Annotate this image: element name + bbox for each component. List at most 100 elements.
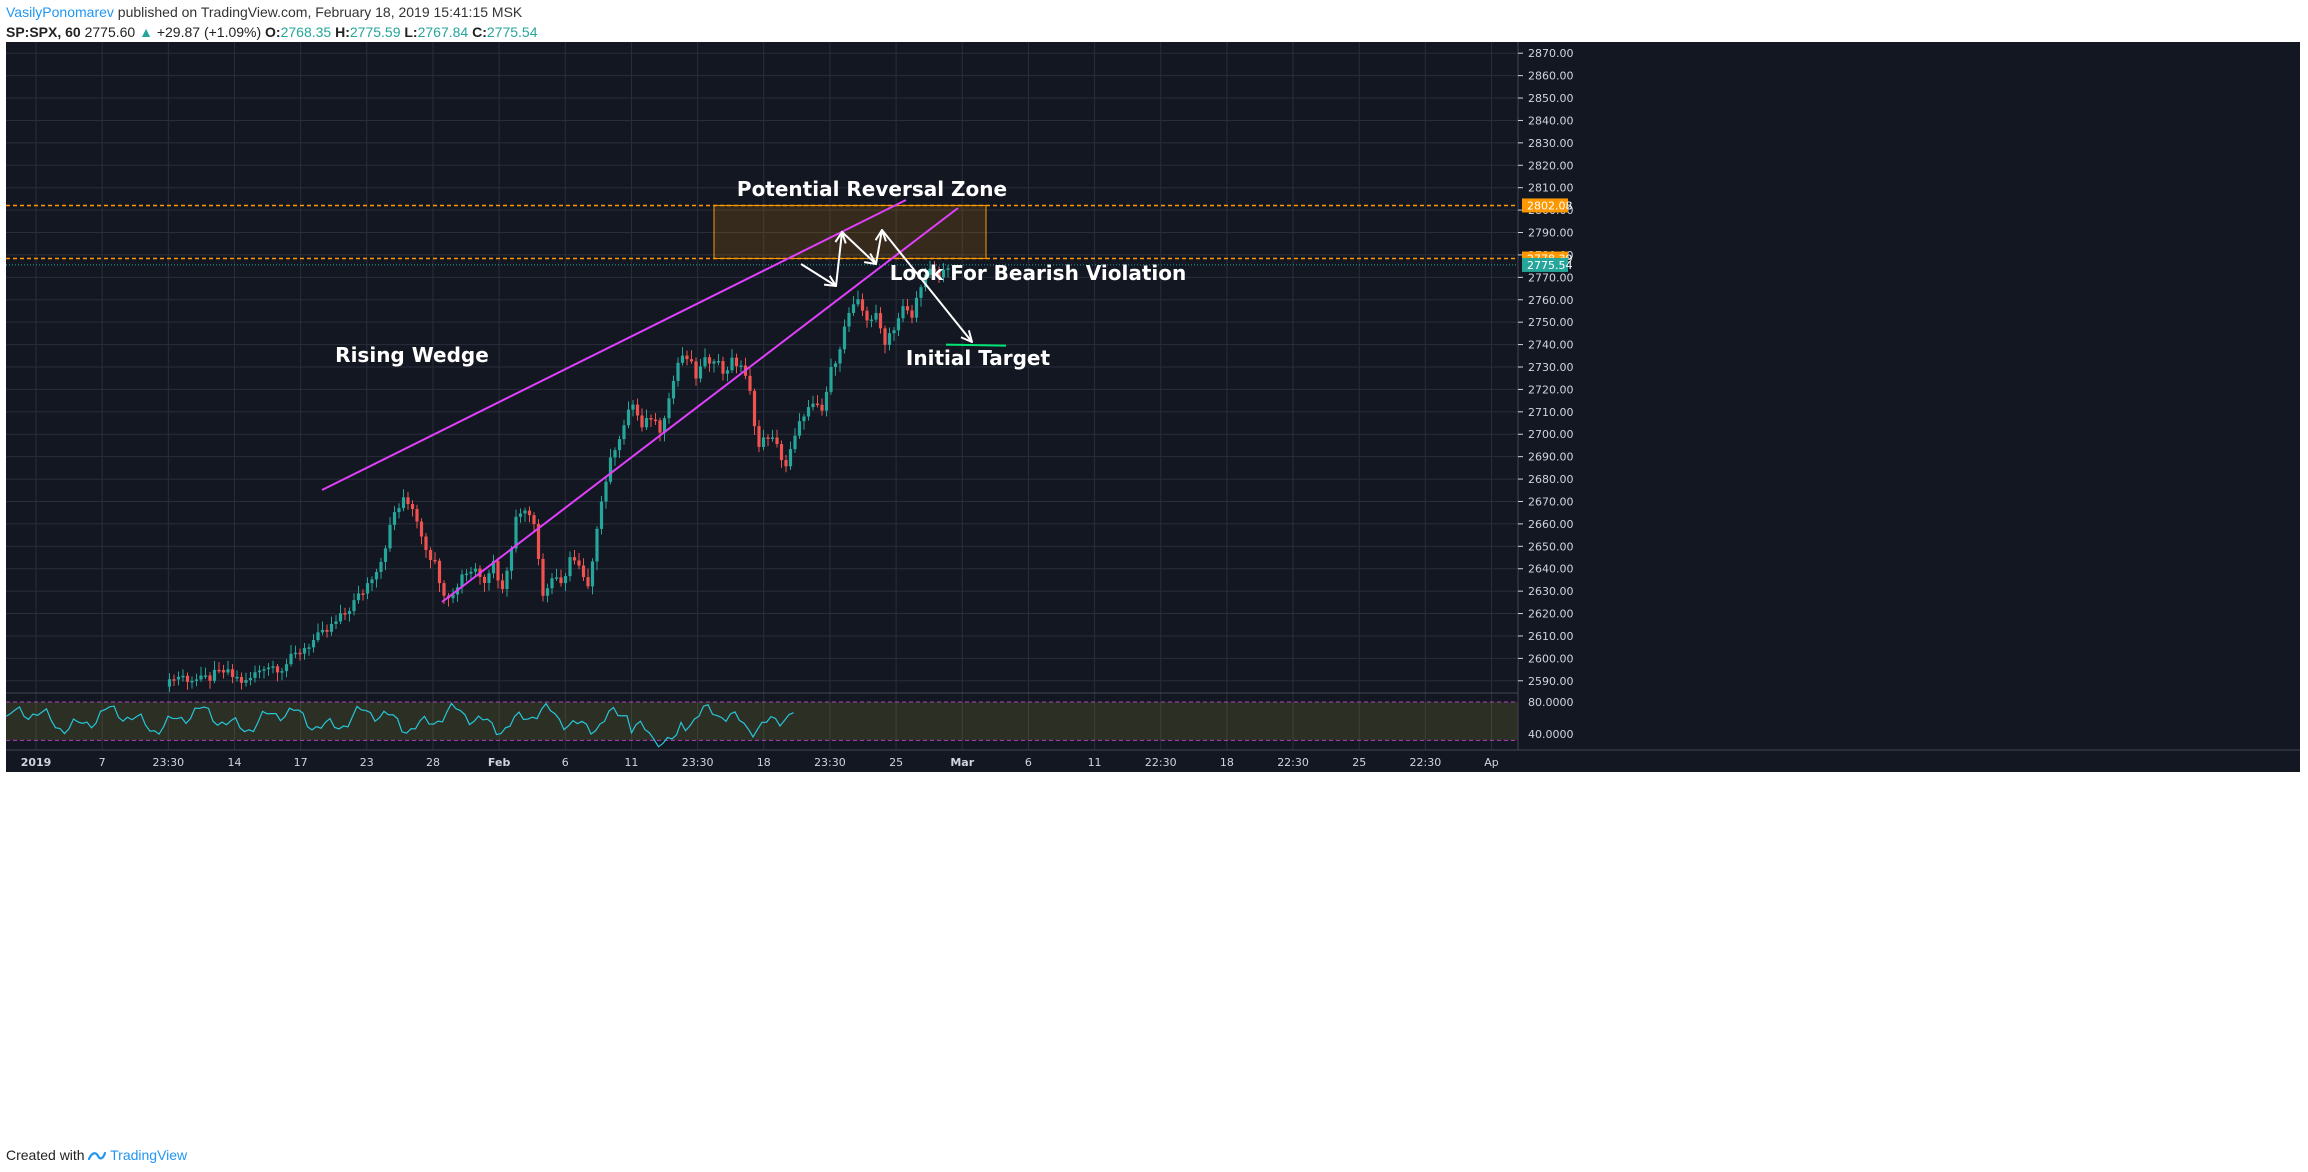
change-arrow-icon: ▲ <box>139 24 153 40</box>
price-tick-label: 2760.00 <box>1528 294 1574 307</box>
candle-body <box>563 576 568 584</box>
rising-wedge-label: Rising Wedge <box>335 343 489 367</box>
candle-body <box>365 583 370 594</box>
price-tick-label: 2870.00 <box>1528 47 1574 60</box>
candle-body <box>167 679 172 687</box>
candle-body <box>230 669 235 678</box>
candle-body <box>509 548 514 571</box>
candle-body <box>338 613 343 622</box>
candle-body <box>406 497 410 505</box>
arrow-head-icon <box>823 275 837 287</box>
candle-body <box>784 460 788 467</box>
time-tick-label: 28 <box>426 756 440 769</box>
candle-body <box>361 593 365 595</box>
candle-body <box>914 297 919 318</box>
time-tick-label: 22:30 <box>1277 756 1309 769</box>
candle-body <box>284 664 289 672</box>
ohlc-line: SP:SPX, 60 2775.60 ▲ +29.87 (+1.09%) O:2… <box>6 22 2296 42</box>
time-tick-label: 18 <box>1220 756 1234 769</box>
candle-body <box>374 571 379 580</box>
candle-body <box>860 299 865 311</box>
candle-body <box>694 361 698 379</box>
chart-header: VasilyPonomarev published on TradingView… <box>6 2 2296 42</box>
price-tick-label: 2740.00 <box>1528 339 1574 352</box>
grid <box>6 42 1518 750</box>
candle-body <box>910 310 914 318</box>
candle-body <box>662 418 667 433</box>
candles <box>167 260 950 692</box>
candle-body <box>689 359 694 362</box>
candle-body <box>275 666 280 673</box>
price-tick-label: 2790.00 <box>1528 227 1574 240</box>
price-tick-label: 2600.00 <box>1528 652 1574 665</box>
candle-body <box>851 304 856 313</box>
candle-body <box>797 421 802 436</box>
candle-body <box>901 306 905 319</box>
candle-body <box>820 404 824 411</box>
chart-canvas[interactable]: Potential Reversal Zone Look For Bearish … <box>6 42 2300 1138</box>
tradingview-brand-link[interactable]: TradingView <box>110 1147 188 1163</box>
candle-body <box>194 679 199 681</box>
low-label: L: <box>404 24 418 40</box>
high-value: 2775.59 <box>349 24 401 40</box>
candle-body <box>307 647 311 649</box>
symbol-label[interactable]: SP:SPX, 60 <box>6 24 81 40</box>
candle-body <box>442 583 446 596</box>
price-tick-label: 2630.00 <box>1528 585 1574 598</box>
candle-body <box>185 675 190 682</box>
author-link[interactable]: VasilyPonomarev <box>6 4 114 20</box>
candle-body <box>203 675 208 677</box>
candle-body <box>667 398 671 419</box>
candle-body <box>649 418 653 420</box>
time-tick-label: 25 <box>1352 756 1366 769</box>
candle-body <box>496 560 500 581</box>
candle-body <box>829 366 833 392</box>
candle-body <box>842 326 847 350</box>
time-tick-label: 22:30 <box>1145 756 1177 769</box>
candle-body <box>793 435 797 450</box>
candle-body <box>869 319 874 322</box>
candle-body <box>757 426 761 447</box>
price-tick-label: 2820.00 <box>1528 159 1574 172</box>
candle-body <box>608 457 613 482</box>
price-tick-label: 2770.00 <box>1528 271 1574 284</box>
candle-body <box>464 573 469 576</box>
time-tick-label: Feb <box>488 756 511 769</box>
candle-body <box>577 560 581 566</box>
candle-body <box>289 653 293 665</box>
candle-body <box>568 557 572 577</box>
candle-body <box>257 670 262 673</box>
candle-body <box>599 501 604 529</box>
price-tick-label: 2590.00 <box>1528 675 1574 688</box>
candle-body <box>172 679 176 681</box>
candle-body <box>896 318 901 331</box>
candle-body <box>199 675 203 680</box>
candle-body <box>572 557 577 561</box>
candle-body <box>653 419 658 422</box>
candle-body <box>725 370 730 374</box>
candle-body <box>181 675 185 678</box>
time-tick-label: 22:30 <box>1410 756 1442 769</box>
candle-body <box>941 269 946 278</box>
time-tick-label: 17 <box>294 756 308 769</box>
reversal-zone-box <box>713 204 987 260</box>
candle-body <box>730 357 734 371</box>
wedge-lower-line <box>441 207 959 603</box>
candle-body <box>698 366 703 379</box>
candle-body <box>311 640 316 648</box>
candle-body <box>253 672 257 678</box>
candle-body <box>190 680 194 683</box>
candle-body <box>410 504 415 510</box>
price-tick-label: 2660.00 <box>1528 518 1574 531</box>
candle-body <box>370 579 374 584</box>
arrow-head-icon <box>874 229 887 242</box>
time-tick-label: 6 <box>562 756 569 769</box>
price-tick-label: 2840.00 <box>1528 114 1574 127</box>
candle-body <box>734 357 739 367</box>
candle-body <box>298 652 302 655</box>
projection-arrows <box>800 229 973 343</box>
time-tick-label: 23 <box>360 756 374 769</box>
candle-body <box>905 306 910 311</box>
candle-body <box>919 287 923 298</box>
price-tag-label: 2802.08 <box>1527 199 1573 212</box>
